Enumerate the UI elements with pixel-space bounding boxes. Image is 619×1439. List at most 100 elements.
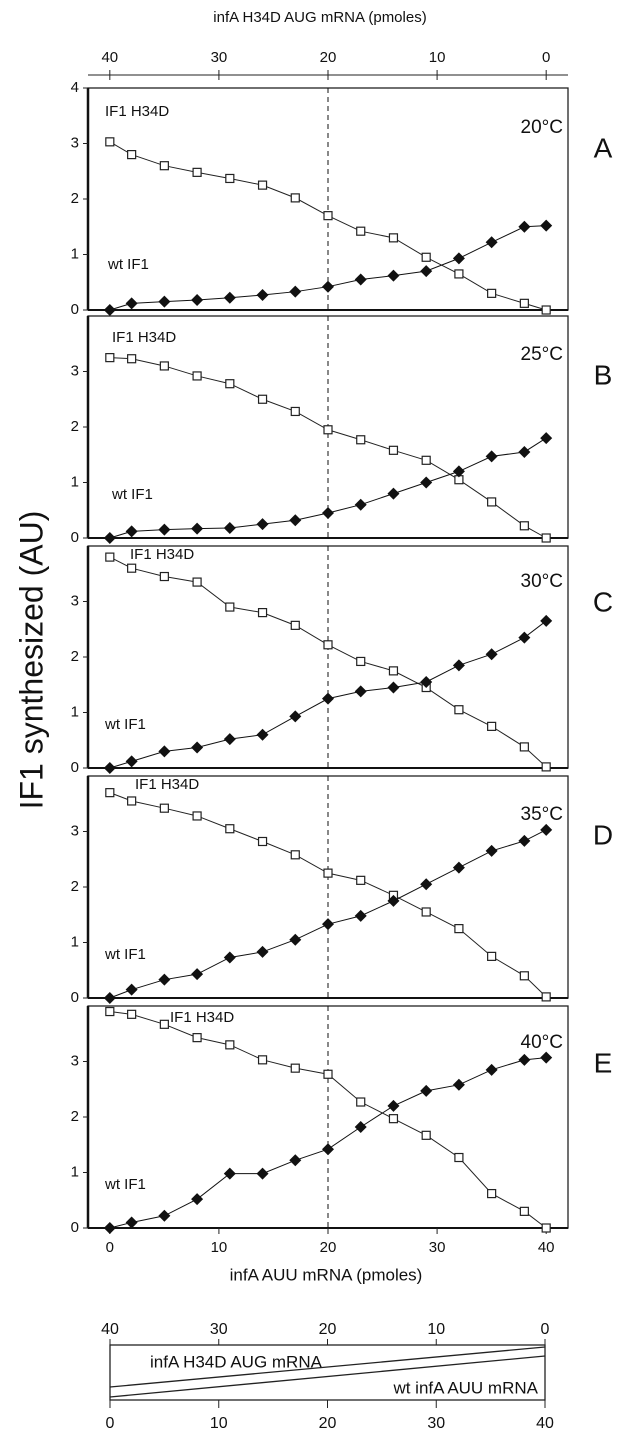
data-point: [158, 973, 171, 986]
data-point: [485, 648, 498, 661]
data-point: [159, 161, 169, 171]
temperature-label: 25°C: [521, 344, 563, 365]
data-point: [387, 487, 400, 500]
data-point: [103, 1222, 116, 1234]
data-point: [487, 951, 497, 961]
data-point: [452, 465, 465, 478]
data-point: [105, 137, 115, 147]
data-point: [257, 180, 268, 190]
data-point: [158, 745, 171, 758]
data-point: [290, 620, 300, 630]
data-point: [225, 602, 235, 612]
data-point: [289, 710, 302, 723]
data-point: [519, 742, 529, 752]
data-point: [256, 289, 269, 302]
schematic-bottom-tick-label: 30: [427, 1415, 445, 1432]
data-point: [540, 1051, 553, 1064]
data-point: [192, 371, 202, 381]
data-point: [487, 288, 497, 298]
x-tick-label: 0: [106, 1239, 114, 1256]
data-point: [223, 951, 236, 964]
temperature-label: 35°C: [521, 804, 563, 825]
y-tick-label: 1: [71, 245, 79, 262]
y-axis-label: IF1 synthesized (AU): [13, 511, 49, 810]
data-point: [225, 1040, 235, 1050]
data-point: [323, 868, 333, 878]
panel-letter: A: [594, 132, 613, 163]
y-tick-label: 1: [71, 1163, 79, 1180]
data-point: [103, 992, 116, 1004]
data-point: [354, 1120, 367, 1133]
data-point: [125, 755, 138, 768]
data-point: [420, 476, 433, 489]
data-point: [356, 226, 366, 236]
data-point: [541, 992, 551, 1002]
data-point: [191, 522, 204, 535]
schematic-top-tick-label: 0: [541, 1321, 550, 1338]
data-point: [225, 824, 235, 834]
data-point: [354, 685, 367, 698]
data-point: [322, 918, 334, 931]
data-point: [103, 762, 116, 774]
data-point: [322, 507, 334, 520]
data-point: [158, 523, 171, 536]
data-point: [257, 607, 268, 618]
data-point: [540, 823, 553, 836]
data-point: [159, 361, 169, 371]
temperature-label: 40°C: [521, 1032, 563, 1053]
data-point: [290, 193, 300, 203]
series-label: IF1 H34D: [170, 1009, 234, 1026]
data-point: [127, 150, 137, 160]
data-point: [356, 1097, 366, 1107]
schematic-top-tick-label: 40: [101, 1321, 119, 1338]
data-point: [322, 692, 334, 705]
data-point: [487, 1188, 497, 1199]
data-point: [159, 803, 169, 813]
data-point: [290, 1063, 300, 1073]
data-point: [541, 762, 551, 772]
data-point: [388, 1114, 399, 1124]
data-point: [487, 497, 497, 507]
data-point: [387, 894, 400, 907]
data-point: [518, 445, 531, 458]
data-point: [421, 455, 431, 465]
schematic-bottom-tick-label: 40: [536, 1415, 554, 1432]
data-point: [125, 1216, 138, 1229]
data-point: [454, 1152, 464, 1163]
data-point: [289, 933, 302, 946]
x-axis-label: infA AUU mRNA (pmoles): [230, 1265, 423, 1284]
data-point: [485, 450, 498, 463]
series-label: IF1 H34D: [112, 329, 176, 346]
top-tick-label: 10: [429, 49, 446, 66]
data-point: [192, 577, 202, 587]
y-tick-label: 2: [71, 648, 79, 665]
data-point: [518, 834, 531, 847]
data-point: [540, 614, 553, 627]
data-point: [420, 675, 433, 688]
data-point: [519, 971, 529, 981]
data-point: [125, 983, 138, 996]
x-tick-label: 10: [211, 1239, 228, 1256]
data-point: [519, 1206, 529, 1216]
data-point: [127, 563, 137, 573]
x-tick-label: 40: [538, 1239, 555, 1256]
data-point: [387, 681, 400, 694]
data-point: [454, 924, 464, 934]
data-point: [487, 721, 497, 731]
data-point: [257, 394, 268, 404]
data-point: [356, 435, 366, 445]
y-tick-label: 1: [71, 473, 79, 490]
top-tick-label: 20: [320, 49, 337, 66]
y-tick-label: 3: [71, 1052, 79, 1069]
top-tick-label: 40: [101, 49, 118, 66]
data-point: [452, 1078, 465, 1091]
schematic-bottom-tick-label: 0: [106, 1415, 115, 1432]
schematic-bottom-tick-label: 10: [210, 1415, 228, 1432]
data-point: [387, 1099, 400, 1112]
series-label: IF1 H34D: [130, 546, 194, 563]
data-point: [289, 514, 302, 527]
data-point: [103, 304, 116, 316]
series-label: wt IF1: [104, 716, 146, 733]
data-point: [540, 432, 553, 445]
schematic-top-tick-label: 30: [210, 1321, 228, 1338]
